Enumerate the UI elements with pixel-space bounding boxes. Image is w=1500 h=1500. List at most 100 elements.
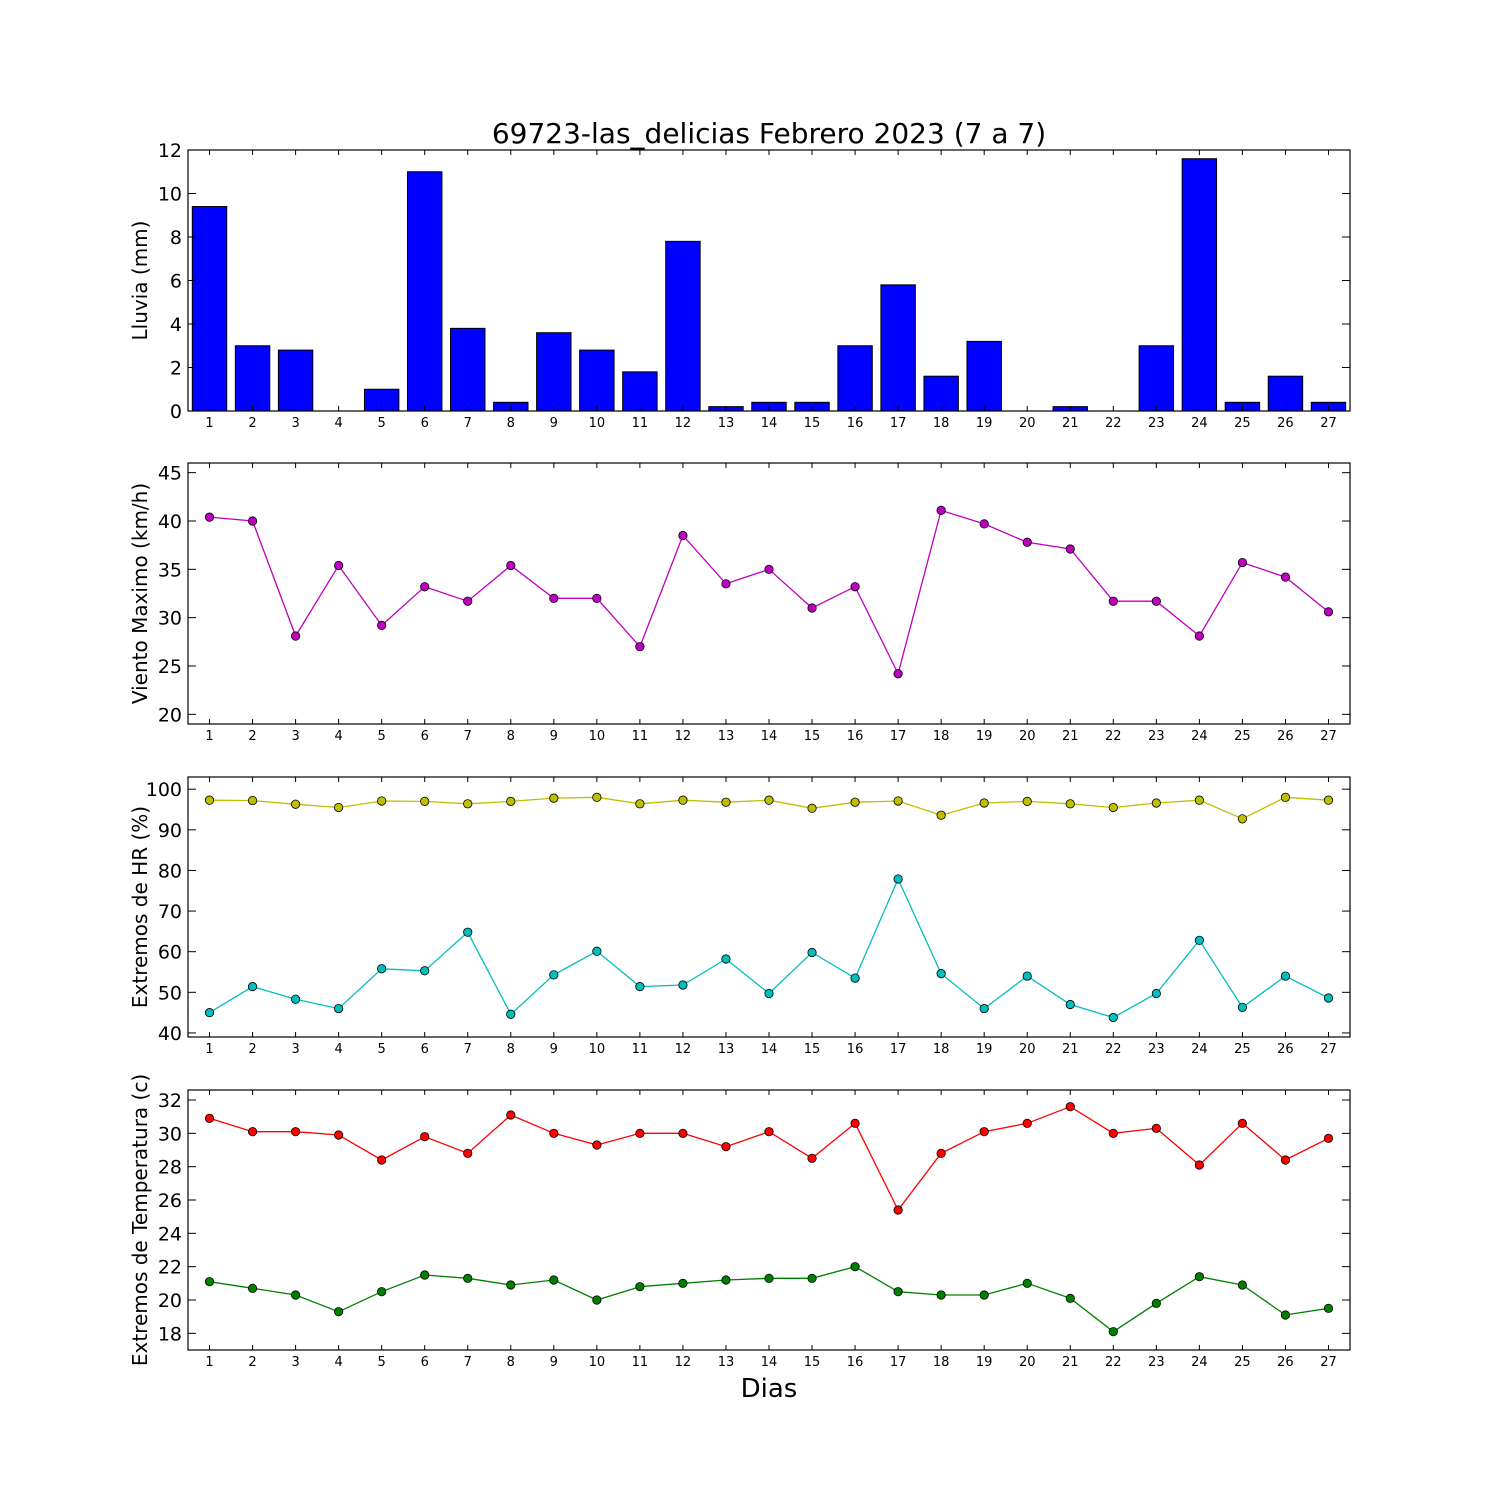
rain-bar: [406, 171, 443, 412]
wind-point: [1022, 537, 1032, 547]
temperature-x-tick-label: 4: [334, 1355, 342, 1370]
temperature-y-tick-label: 32: [158, 1090, 182, 1112]
wind-x-tick-label: 6: [421, 729, 429, 744]
wind-x-tick-label: 13: [718, 729, 735, 744]
humidity-point: [1280, 971, 1291, 981]
humidity-point: [463, 799, 473, 809]
temperature-point: [506, 1110, 516, 1120]
rain-y-tick-label: 6: [170, 271, 182, 293]
temperature-series-line: [209, 1105, 1329, 1212]
wind-x-tick-label: 27: [1320, 729, 1337, 744]
humidity-point: [936, 969, 946, 979]
wind-x-tick-label: 11: [632, 729, 649, 744]
wind-y-axis-label: Viento Maximo (km/h): [128, 483, 152, 704]
humidity-x-tick-label: 15: [804, 1042, 821, 1057]
temperature-point: [290, 1290, 301, 1300]
temperature-point: [1323, 1303, 1334, 1313]
temperature-point: [807, 1153, 817, 1163]
wind-x-tick-label: 15: [804, 729, 821, 744]
wind-y-tick-label: 20: [158, 704, 182, 726]
wind-y-tick-label: 40: [158, 511, 182, 533]
wind-x-tick-label: 19: [976, 729, 993, 744]
wind-x-tick-label: 1: [205, 729, 213, 744]
rain-x-tick-label: 22: [1105, 416, 1122, 431]
wind-point: [1151, 596, 1161, 606]
humidity-point: [1022, 971, 1032, 981]
humidity-point: [592, 946, 602, 956]
rain-x-tick-label: 13: [718, 416, 735, 431]
wind-x-tick-label: 10: [589, 729, 606, 744]
humidity-x-tick-label: 22: [1105, 1042, 1122, 1057]
humidity-point: [979, 798, 989, 808]
temperature-x-tick-label: 22: [1105, 1355, 1122, 1370]
temperature-point: [1065, 1293, 1075, 1303]
humidity-point: [850, 973, 860, 983]
wind-x-tick-label: 9: [550, 729, 558, 744]
rain-axes-frame: [187, 149, 1351, 412]
temperature-point: [1237, 1118, 1248, 1128]
temperature-point: [678, 1278, 688, 1288]
rain-bar: [923, 375, 959, 412]
wind-point: [893, 669, 903, 679]
rain-x-tick-label: 1: [205, 416, 213, 431]
humidity-x-tick-label: 8: [507, 1042, 515, 1057]
temperature-point: [850, 1118, 860, 1128]
rain-x-tick-label: 8: [507, 416, 515, 431]
temperature-x-tick-label: 18: [933, 1355, 950, 1370]
humidity-point: [204, 1008, 215, 1018]
humidity-x-tick-label: 11: [632, 1042, 649, 1057]
rain-x-tick-label: 19: [976, 416, 993, 431]
temperature-point: [1108, 1128, 1118, 1138]
rain-bar: [450, 327, 486, 412]
temperature-point: [1280, 1155, 1291, 1165]
temperature-x-tick-label: 17: [890, 1355, 907, 1370]
rain-x-tick-label: 11: [632, 416, 649, 431]
temperature-x-tick-label: 19: [976, 1355, 993, 1370]
wind-point: [463, 596, 473, 606]
rain-bar: [665, 240, 701, 412]
temperature-point: [334, 1130, 344, 1140]
humidity-point: [290, 994, 301, 1004]
temperature-point: [377, 1155, 387, 1165]
rain-x-tick-label: 3: [291, 416, 299, 431]
humidity-point: [334, 1003, 344, 1014]
wind-x-tick-label: 3: [291, 729, 299, 744]
temperature-point: [592, 1295, 602, 1305]
humidity-y-tick-label: 60: [158, 942, 182, 964]
temperature-point: [1022, 1118, 1032, 1128]
temperature-x-tick-label: 26: [1277, 1355, 1294, 1370]
rain-x-tick-label: 4: [334, 416, 342, 431]
wind-point: [420, 582, 430, 592]
temperature-point: [1108, 1327, 1118, 1337]
humidity-x-tick-label: 6: [421, 1042, 429, 1057]
humidity-point: [1065, 999, 1075, 1010]
temperature-point: [592, 1140, 602, 1150]
rain-y-tick-label: 2: [170, 358, 182, 380]
temperature-x-tick-label: 9: [550, 1355, 558, 1370]
humidity-point: [1194, 795, 1204, 805]
temperature-point: [1237, 1280, 1248, 1290]
temperature-point: [678, 1128, 688, 1138]
temperature-point: [764, 1273, 774, 1283]
wind-point: [247, 516, 258, 526]
temperature-x-tick-label: 24: [1191, 1355, 1208, 1370]
humidity-point: [1022, 796, 1032, 806]
humidity-point: [721, 954, 731, 964]
wind-x-tick-label: 23: [1148, 729, 1165, 744]
humidity-point: [420, 966, 430, 976]
rain-bar: [191, 206, 228, 412]
wind-x-tick-label: 20: [1019, 729, 1036, 744]
wind-x-tick-label: 18: [933, 729, 950, 744]
rain-y-tick-label: 10: [158, 184, 182, 206]
humidity-point: [204, 795, 215, 805]
temperature-point: [549, 1275, 559, 1285]
temperature-x-tick-label: 25: [1234, 1355, 1251, 1370]
humidity-point: [1237, 1002, 1248, 1012]
wind-point: [807, 603, 817, 613]
temperature-y-tick-label: 28: [158, 1157, 182, 1179]
humidity-point: [506, 796, 516, 806]
humidity-point: [420, 796, 430, 806]
wind-point: [721, 579, 731, 589]
wind-x-tick-label: 22: [1105, 729, 1122, 744]
